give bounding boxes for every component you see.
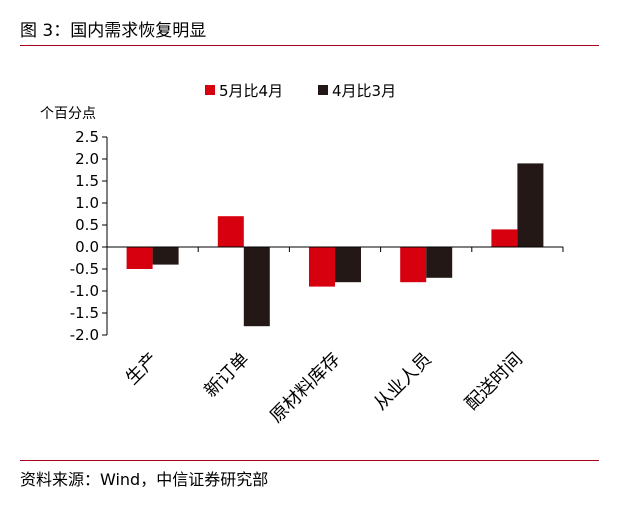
x-tick-label: 生产 [122,349,162,389]
y-axis-label: 个百分点 [40,106,96,122]
bar-series-2-4 [426,247,453,278]
figure-title: 图 3：国内需求恢复明显 [20,21,207,41]
title-divider [20,45,599,46]
legend: 5月比4月 4月比3月 [205,82,396,100]
y-tick-label: -1.5 [70,304,99,322]
axes [102,136,564,336]
y-tick-label: 2.0 [75,150,99,168]
bar-series-1-2 [217,216,244,247]
y-tick-labels: 2.5 2.0 1.5 1.0 0.5 0.0 -0.5 -1.0 -1.5 -2.0 [70,128,99,344]
y-tick-label: -0.5 [70,260,99,278]
bar-chart: 5月比4月 4月比3月 个百分点 2.5 2.0 1.5 1.0 0.5 0.0 -0.5 -… [40,82,564,427]
bars [126,163,544,327]
legend-swatch-series-1 [205,85,215,95]
y-tick-label: -1.0 [70,282,99,300]
x-tick-labels: 生产 新订单 原材料库存 从业人员 配送时间 [122,349,527,427]
legend-label-series-1: 5月比4月 [219,82,283,100]
bar-series-1-1 [126,247,153,269]
y-tick-label: 0.5 [75,216,99,234]
legend-label-series-2: 4月比3月 [332,82,396,100]
bar-series-2-5 [517,163,544,247]
legend-swatch-series-2 [318,85,328,95]
x-tick-label: 从业人员 [370,349,436,415]
source-note: 资料来源：Wind，中信证券研究部 [20,470,269,489]
y-tick-label: 1.5 [75,172,99,190]
x-tick-label: 新订单 [200,349,253,402]
bar-series-2-2 [243,247,270,327]
y-tick-label: -2.0 [70,326,99,344]
y-tick-label: 1.0 [75,194,99,212]
bar-series-2-1 [152,247,179,265]
bar-series-2-3 [335,247,361,283]
x-tick-label: 原材料库存 [266,349,344,427]
bar-series-1-4 [400,247,427,283]
y-tick-label: 0.0 [75,238,99,256]
source-divider [20,460,599,461]
bar-series-1-3 [309,247,335,287]
bar-series-1-5 [491,229,518,247]
x-tick-label: 配送时间 [461,349,527,415]
y-tick-label: 2.5 [75,128,99,146]
